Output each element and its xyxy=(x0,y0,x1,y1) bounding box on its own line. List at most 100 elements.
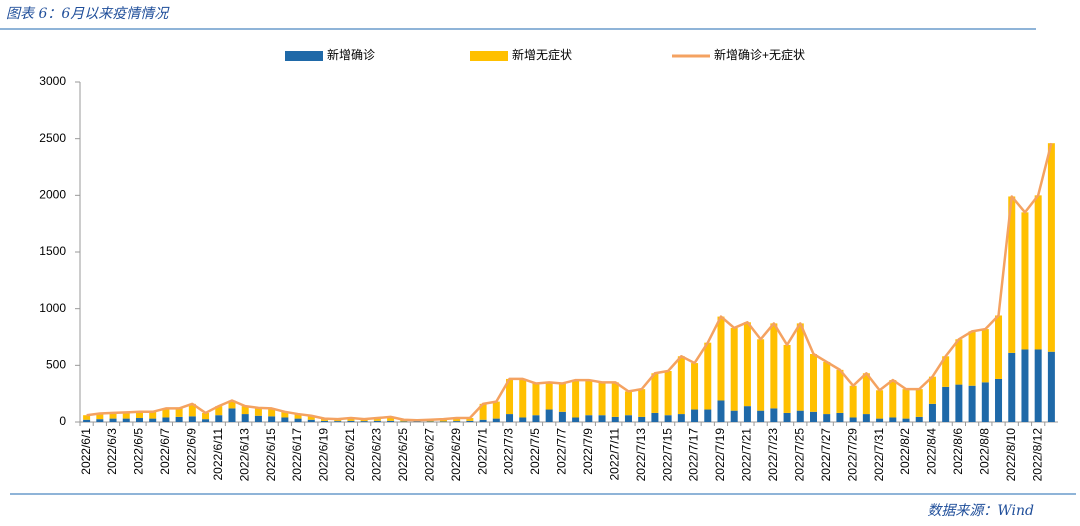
bar xyxy=(453,421,461,422)
x-tick-label: 2022/8/2 xyxy=(898,428,912,475)
bar xyxy=(215,415,223,422)
bar xyxy=(928,403,936,422)
legend-swatch xyxy=(470,51,508,61)
bar xyxy=(810,411,817,422)
x-tick-label: 2022/7/23 xyxy=(766,428,780,482)
bar xyxy=(360,421,368,422)
x-tick-label: 2022/8/12 xyxy=(1030,428,1044,482)
bar xyxy=(387,416,395,421)
bar xyxy=(823,361,831,415)
bar xyxy=(585,415,593,422)
bar xyxy=(519,417,527,422)
x-tick-label: 2022/7/1 xyxy=(475,428,489,475)
bar xyxy=(466,418,474,421)
y-tick-label: 2500 xyxy=(39,131,66,145)
bar xyxy=(294,418,302,422)
bar xyxy=(928,376,936,404)
bar xyxy=(704,409,712,422)
bar xyxy=(889,380,897,418)
bar xyxy=(453,418,461,422)
bar xyxy=(96,413,104,420)
x-tick-label: 2022/6/29 xyxy=(449,428,463,482)
bar xyxy=(188,416,196,422)
bar xyxy=(558,383,566,412)
bar xyxy=(545,382,553,410)
x-tick-label: 2022/6/15 xyxy=(264,428,278,482)
bar xyxy=(915,416,923,422)
y-tick-label: 2000 xyxy=(39,188,66,202)
x-tick-label: 2022/7/13 xyxy=(634,428,648,482)
bar xyxy=(241,414,249,422)
x-tick-label: 2022/6/25 xyxy=(396,428,410,482)
bar xyxy=(889,417,897,422)
x-tick-label: 2022/6/23 xyxy=(370,428,384,482)
bar xyxy=(1021,349,1029,422)
bar xyxy=(479,403,487,420)
bar xyxy=(849,385,857,418)
bar xyxy=(955,339,963,385)
x-tick-label: 2022/8/10 xyxy=(1004,428,1018,482)
bar xyxy=(466,420,474,422)
bar xyxy=(995,378,1003,422)
x-tick-label: 2022/6/7 xyxy=(158,428,172,475)
bar xyxy=(254,407,262,416)
x-tick-label: 2022/6/17 xyxy=(290,428,304,482)
header-title: 图表 6：6月以来疫情情况 xyxy=(6,6,170,22)
bar xyxy=(532,383,540,416)
bar xyxy=(254,415,262,422)
bar xyxy=(241,406,249,415)
bar xyxy=(162,408,170,418)
bar xyxy=(188,403,196,417)
x-tick-label: 2022/8/4 xyxy=(925,428,939,475)
legend-swatch xyxy=(285,51,323,61)
x-tick-label: 2022/6/5 xyxy=(132,428,146,475)
bar xyxy=(83,415,91,420)
bar xyxy=(862,373,870,415)
bar xyxy=(730,327,738,411)
bar xyxy=(215,406,223,416)
bar xyxy=(1034,349,1042,422)
y-tick-label: 0 xyxy=(59,414,66,428)
bar xyxy=(876,418,884,422)
bar xyxy=(545,409,553,422)
bar xyxy=(1008,352,1016,422)
bar xyxy=(122,412,130,419)
x-tick-label: 2022/6/13 xyxy=(237,428,251,482)
bar xyxy=(981,329,989,383)
bar xyxy=(968,331,976,386)
bar xyxy=(757,410,765,422)
bar xyxy=(321,420,328,422)
bar xyxy=(624,391,632,416)
bar xyxy=(743,406,751,422)
bar xyxy=(387,420,395,422)
bar xyxy=(492,418,500,422)
bar xyxy=(810,354,817,412)
bar xyxy=(347,418,355,421)
bar xyxy=(228,408,236,422)
bar xyxy=(862,414,870,422)
x-tick-label: 2022/7/15 xyxy=(660,428,674,482)
bar xyxy=(598,382,606,416)
legend-label: 新增确诊+无症状 xyxy=(714,47,805,62)
x-tick-label: 2022/7/27 xyxy=(819,428,833,482)
bar xyxy=(995,315,1003,379)
bar xyxy=(981,382,989,422)
line xyxy=(86,142,1053,422)
bar xyxy=(83,419,91,422)
bar xyxy=(228,400,236,409)
bar xyxy=(915,389,923,417)
bar xyxy=(519,378,527,418)
bar xyxy=(96,419,104,422)
bar xyxy=(677,356,685,415)
bar xyxy=(691,409,699,422)
bar xyxy=(439,421,447,422)
bar xyxy=(175,408,183,417)
x-tick-label: 2022/7/19 xyxy=(713,428,727,482)
bar xyxy=(585,380,593,416)
y-tick-label: 1500 xyxy=(39,244,66,258)
x-tick-label: 2022/7/5 xyxy=(528,428,542,475)
bar xyxy=(664,371,672,416)
bar xyxy=(307,419,315,422)
bar xyxy=(268,416,276,422)
x-tick-label: 2022/7/29 xyxy=(845,428,859,482)
